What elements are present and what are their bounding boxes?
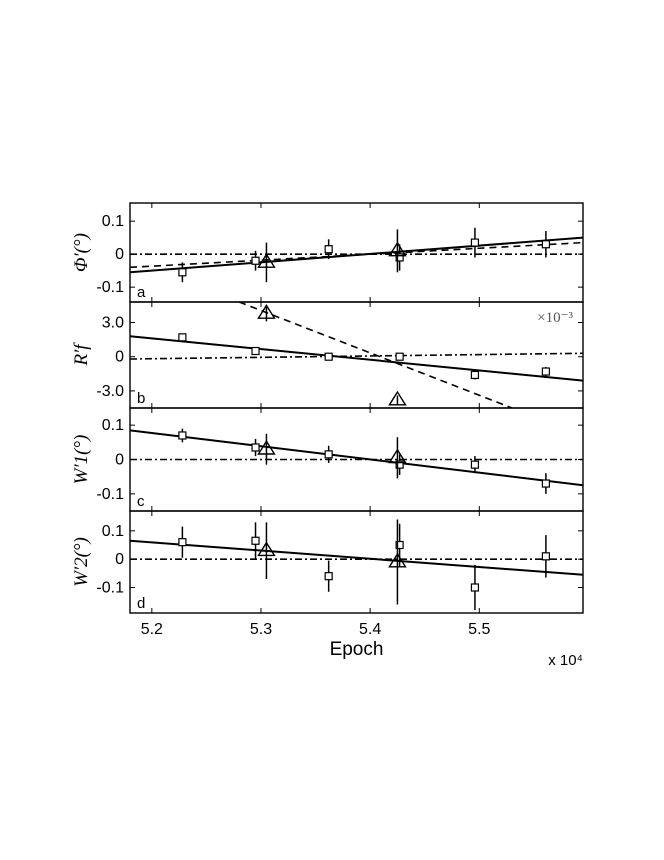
square-marker-a <box>178 268 187 277</box>
square-marker-a <box>324 245 333 254</box>
square-marker-b <box>395 352 404 361</box>
y-axis-label-a: Φ′(°) <box>71 233 92 272</box>
solid-line-d <box>130 539 583 576</box>
y-tick-label-a: -0.1 <box>96 279 124 296</box>
plot-area-b <box>130 302 583 408</box>
panel-label-d: d <box>137 595 145 612</box>
panel-b: 3.0 0 -3.0 b R′f ×10⁻³ <box>71 301 584 409</box>
y-axis-label-b: R′f <box>71 342 92 367</box>
y-axis-label-d: W′2(°) <box>71 537 92 587</box>
triangle-marker-c <box>257 439 276 455</box>
solid-line-c <box>130 429 583 487</box>
square-marker-a <box>541 240 550 249</box>
dashed-line-b <box>238 302 513 408</box>
square-marker-b <box>251 346 260 356</box>
triangle-marker-a <box>257 253 276 268</box>
panel-label-c: c <box>137 493 145 510</box>
square-marker-c <box>395 460 404 469</box>
y-tick-label-b: 3.0 <box>102 315 124 332</box>
y-scale-note: ×10⁻³ <box>537 310 573 326</box>
square-marker-c <box>324 450 333 459</box>
x-tick-label: 5.2 <box>141 621 163 638</box>
solid-line-b <box>130 335 583 382</box>
y-tick-label-c: 0 <box>115 452 124 469</box>
square-marker-a <box>251 256 260 265</box>
axes-frame-a <box>129 202 584 303</box>
square-marker-c <box>178 431 187 440</box>
x-tick-label: 5.5 <box>468 621 490 638</box>
square-marker-c <box>251 443 260 452</box>
square-marker-d <box>324 572 333 581</box>
plot-area-d <box>130 519 583 611</box>
axes-frame-b <box>129 301 584 409</box>
triangle-marker-b <box>388 390 407 406</box>
panel-label-b: b <box>137 390 145 407</box>
square-marker-b <box>470 370 480 380</box>
triangle-marker-d <box>257 541 276 557</box>
square-marker-b <box>541 367 550 376</box>
triangle-marker-b <box>257 304 276 319</box>
square-marker-a <box>470 238 480 247</box>
panel-c: 0.1 0 -0.1 c W′1(°) <box>71 407 584 512</box>
square-marker-c <box>470 460 480 469</box>
square-marker-a <box>395 253 404 262</box>
panel-label-a: a <box>137 284 146 301</box>
y-axis-label-c: W′1(°) <box>71 435 92 485</box>
y-tick-label-c: -0.1 <box>96 486 124 503</box>
triangle-marker-a <box>388 241 407 257</box>
x-axis-label: Epoch <box>330 639 384 660</box>
square-marker-d <box>178 538 187 547</box>
triangle-marker-c <box>388 448 407 464</box>
square-marker-b <box>324 352 333 361</box>
dashed-line-a <box>130 241 583 269</box>
triangle-marker-d <box>388 552 407 568</box>
y-tick-label-d: 0 <box>115 551 124 568</box>
plot-area-c <box>130 428 583 494</box>
y-tick-label-a: 0 <box>115 246 124 263</box>
square-marker-d <box>470 583 480 592</box>
y-tick-label-a: 0.1 <box>102 213 124 230</box>
y-tick-label-d: -0.1 <box>96 580 124 597</box>
square-marker-d <box>395 540 404 550</box>
plot-area-a <box>130 227 583 283</box>
panel-d: 0.1 0 -0.1 5.2 5.3 5.4 5.5 d W′2(°) Epoch x 10⁴ <box>71 510 584 669</box>
square-marker-d <box>251 536 260 545</box>
square-marker-d <box>541 552 550 561</box>
square-marker-b <box>178 333 187 342</box>
square-marker-c <box>541 479 550 488</box>
dashdot-line-b <box>130 352 583 360</box>
y-tick-label-c: 0.1 <box>102 417 124 434</box>
y-tick-label-b: -3.0 <box>96 383 124 400</box>
panel-a: 0.1 0 -0.1 a Φ′(°) <box>71 202 584 303</box>
x-tick-label: 5.4 <box>359 621 381 638</box>
solid-line-a <box>130 236 583 274</box>
x-scale-note: x 10⁴ <box>548 652 583 669</box>
x-tick-label: 5.3 <box>250 621 272 638</box>
y-tick-label-b: 0 <box>115 349 124 366</box>
y-tick-label-d: 0.1 <box>102 523 124 540</box>
axes-frame-d <box>129 510 584 614</box>
